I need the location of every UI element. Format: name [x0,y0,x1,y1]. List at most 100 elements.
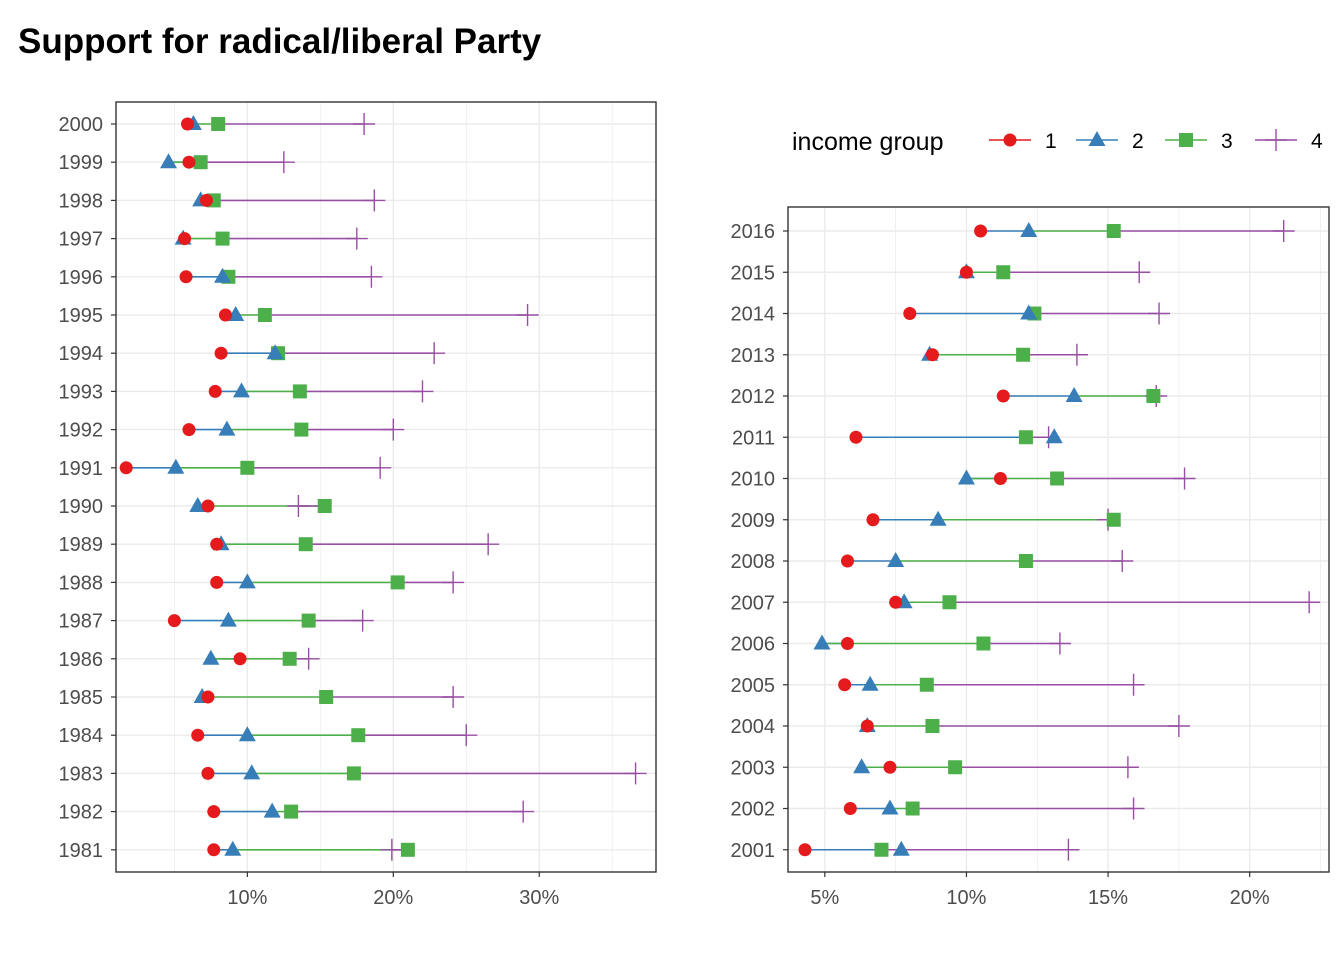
point-group-1 [959,265,973,279]
point-group-1 [798,843,812,857]
point-group-3 [294,422,309,437]
point-group-2 [929,510,947,526]
legend-key-marker [1179,133,1193,147]
point-group-2 [238,726,256,742]
point-group-3 [298,537,313,552]
point-group-4 [353,113,376,135]
legend-item-4: 4 [1255,129,1323,153]
legend-item-2: 2 [1076,130,1144,153]
point-group-4 [455,724,478,747]
point-group-3 [282,651,297,666]
y-tick-label: 1994 [59,343,104,365]
point-group-1 [182,155,196,169]
point-group-2 [219,611,237,627]
y-tick-label: 1983 [59,763,104,785]
point-group-2 [881,799,899,815]
legend-key-marker [1003,133,1017,147]
legend-item-3: 3 [1165,130,1233,153]
y-tick-label: 1995 [59,305,104,327]
point-group-4 [516,304,539,326]
y-tick-label: 1998 [59,190,104,212]
y-tick-label: 1987 [59,611,104,633]
y-tick-label: 2013 [731,345,776,367]
point-group-1 [201,690,215,704]
y-tick-label: 1990 [59,496,104,518]
point-group-1 [974,224,988,238]
chart-title: Support for radical/liberal Party [18,22,542,61]
x-tick-label: 20% [373,887,413,909]
point-group-3 [193,155,208,170]
y-tick-label: 2004 [731,716,776,738]
y-tick-label: 2000 [59,114,104,136]
point-group-1 [903,307,917,320]
y-tick-label: 2008 [731,551,776,573]
point-group-2 [1045,428,1063,444]
point-group-3 [874,842,889,857]
legend-label: 3 [1221,130,1233,153]
y-tick-label: 2015 [731,262,776,284]
point-group-2 [266,344,284,360]
point-group-4 [1111,550,1134,572]
point-group-3 [905,801,920,816]
y-tick-label: 1988 [59,572,104,594]
point-group-1 [996,389,1010,403]
point-group-2 [218,420,236,436]
point-group-3 [215,231,230,246]
point-group-1 [866,513,880,527]
point-group-4 [345,227,368,250]
point-group-4 [423,342,446,365]
y-tick-label: 2016 [731,221,776,243]
point-group-2 [887,552,905,567]
point-group-1 [843,802,857,815]
point-group-2 [263,802,281,818]
point-group-3 [942,595,957,610]
y-tick-label: 2014 [731,304,776,326]
x-tick-label: 10% [946,887,986,909]
point-group-3 [257,308,272,322]
point-group-1 [883,760,897,774]
point-group-1 [840,637,854,650]
x-tick-label: 5% [810,887,839,909]
point-group-2 [813,634,831,650]
y-tick-label: 1981 [59,840,104,862]
y-tick-label: 2006 [731,634,776,656]
point-group-1 [167,614,181,628]
x-tick-label: 15% [1088,887,1128,909]
legend-label: 1 [1045,130,1057,153]
point-group-1 [218,308,232,322]
point-group-3 [319,690,334,704]
point-group-1 [208,384,222,398]
point-group-4 [477,533,500,556]
point-group-2 [202,649,220,665]
point-group-2 [214,267,232,283]
point-group-3 [1106,224,1121,238]
point-group-1 [191,728,205,742]
y-tick-label: 2012 [731,386,776,408]
point-group-3 [351,728,366,743]
point-group-3 [948,760,963,775]
point-group-2 [957,469,975,485]
point-group-4 [369,456,392,479]
legend-title: income group [792,128,943,156]
point-group-1 [214,346,228,360]
point-group-4 [363,189,386,212]
legend-item-1: 1 [989,130,1057,153]
point-group-4 [380,838,403,861]
point-group-3 [1018,430,1033,445]
point-group-3 [390,575,405,590]
legend-key-marker [1265,129,1287,151]
point-group-4 [624,762,647,785]
y-tick-label: 1993 [59,381,104,403]
point-group-4 [1128,261,1151,284]
point-group-3 [301,613,316,628]
point-group-3 [346,766,361,781]
point-group-4 [351,609,374,632]
point-group-4 [1057,838,1080,861]
point-group-3 [1050,471,1065,486]
point-group-1 [201,499,215,513]
point-group-4 [411,380,434,403]
point-group-4 [1116,756,1139,779]
y-tick-label: 2002 [731,799,776,821]
y-tick-label: 2009 [731,510,776,532]
